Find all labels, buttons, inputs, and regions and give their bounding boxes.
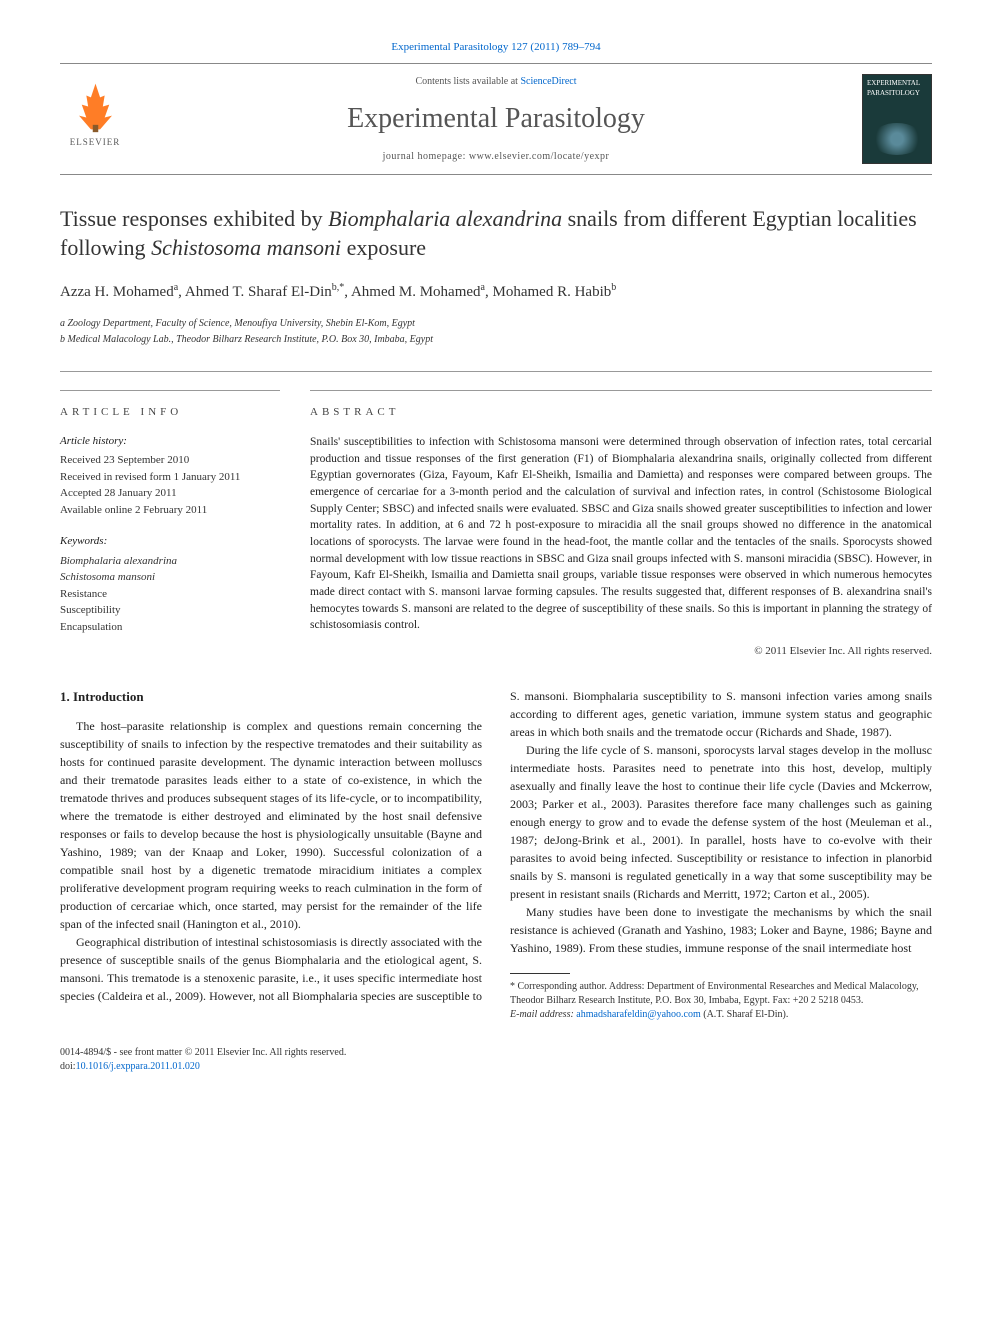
info-abstract-row: ARTICLE INFO Article history: Received 2… [60,371,932,660]
doi-link[interactable]: 10.1016/j.exppara.2011.01.020 [76,1061,200,1072]
abstract-text: Snails' susceptibilities to infection wi… [310,434,932,634]
abstract-copyright: © 2011 Elsevier Inc. All rights reserved… [310,644,932,659]
bottom-matter: 0014-4894/$ - see front matter © 2011 El… [60,1046,932,1074]
journal-thumb-title: EXPERIMENTAL PARASITOLOGY [867,79,927,99]
keywords-label: Keywords: [60,534,280,549]
author-list: Azza H. Mohameda, Ahmed T. Sharaf El-Din… [60,281,932,303]
author-3: Ahmed M. Mohamed [351,284,481,300]
history-accepted: Accepted 28 January 2011 [60,485,280,502]
body-p1: The host–parasite relationship is comple… [60,717,482,933]
journal-cover-thumb: EXPERIMENTAL PARASITOLOGY [862,74,932,164]
abstract-heading: ABSTRACT [310,391,932,420]
doi-line: doi:10.1016/j.exppara.2011.01.020 [60,1060,932,1074]
footnotes: * Corresponding author. Address: Departm… [510,980,932,1022]
body-p4: Many studies have been done to investiga… [510,903,932,957]
keyword-2: Resistance [60,586,280,603]
sciencedirect-link[interactable]: ScienceDirect [520,76,576,87]
elsevier-logo-text: ELSEVIER [70,136,121,149]
affiliation-b: b Medical Malacology Lab., Theodor Bilha… [60,333,932,347]
keyword-0: Biomphalaria alexandrina [60,553,280,570]
article-body: 1. Introduction The host–parasite relati… [60,687,932,1022]
keyword-4: Encapsulation [60,619,280,636]
body-p3: During the life cycle of S. mansoni, spo… [510,741,932,903]
history-online: Available online 2 February 2011 [60,502,280,519]
keyword-1: Schistosoma mansoni [60,569,280,586]
top-citation-anchor[interactable]: Experimental Parasitology 127 (2011) 789… [391,41,600,53]
homepage-url: www.elsevier.com/locate/yexpr [469,151,609,162]
elsevier-logo: ELSEVIER [60,79,130,159]
history-revised: Received in revised form 1 January 2011 [60,469,280,486]
elsevier-tree-icon [68,79,123,134]
article-title: Tissue responses exhibited by Biomphalar… [60,205,932,262]
abstract-panel: ABSTRACT Snails' susceptibilities to inf… [310,390,932,660]
history-label: Article history: [60,434,280,449]
issn-line: 0014-4894/$ - see front matter © 2011 El… [60,1046,932,1060]
history-received: Received 23 September 2010 [60,452,280,469]
article-info-heading: ARTICLE INFO [60,391,280,420]
journal-name: Experimental Parasitology [130,99,862,138]
header-center: Contents lists available at ScienceDirec… [130,75,862,164]
journal-thumb-art [871,123,923,155]
affiliations: a Zoology Department, Faculty of Science… [60,317,932,347]
corr-email[interactable]: ahmadsharafeldin@yahoo.com [576,1009,700,1020]
article-info-panel: ARTICLE INFO Article history: Received 2… [60,390,280,660]
corresponding-author-note: * Corresponding author. Address: Departm… [510,980,932,1008]
affiliation-a: a Zoology Department, Faculty of Science… [60,317,932,331]
footnote-separator [510,973,570,974]
keyword-3: Susceptibility [60,602,280,619]
author-4: Mohamed R. Habib [493,284,612,300]
author-1: Azza H. Mohamed [60,284,174,300]
journal-homepage-line: journal homepage: www.elsevier.com/locat… [130,150,862,164]
contents-available-line: Contents lists available at ScienceDirec… [130,75,862,89]
section-1-heading: 1. Introduction [60,687,482,707]
author-2: Ahmed T. Sharaf El-Din [185,284,332,300]
email-line: E-mail address: ahmadsharafeldin@yahoo.c… [510,1008,932,1022]
journal-header: ELSEVIER Contents lists available at Sci… [60,63,932,175]
top-citation-link: Experimental Parasitology 127 (2011) 789… [60,40,932,55]
